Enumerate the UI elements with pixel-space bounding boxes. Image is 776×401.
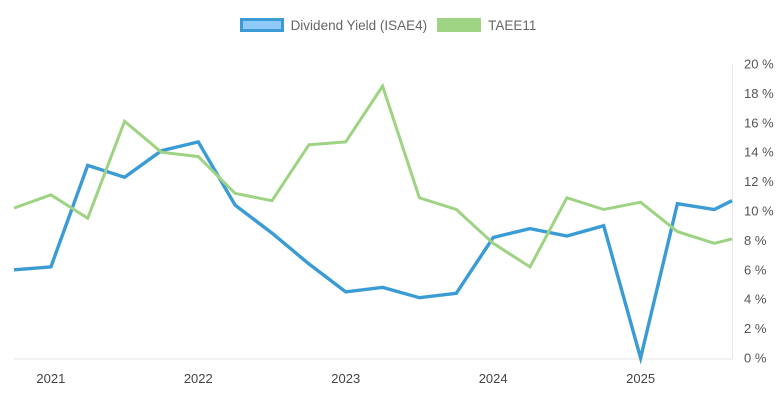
legend-swatch-dividend-yield [239,18,284,32]
y-tick-label: 12 % [744,174,774,189]
y-tick-label: 2 % [744,321,767,336]
y-tick-label: 10 % [744,204,774,219]
y-tick-label: 20 % [744,57,774,72]
x-tick-label: 2022 [184,371,213,386]
y-tick-label: 8 % [744,233,767,248]
series-line-dividend-yield [13,139,733,365]
legend-item-dividend-yield[interactable]: Dividend Yield (ISAE4) [239,17,428,33]
legend-label-taee11: TAEE11 [488,17,537,33]
x-tick-label: 2025 [626,371,655,386]
legend-item-taee11[interactable]: TAEE11 [437,18,536,33]
y-tick-label: 6 % [744,262,767,277]
y-tick-label: 4 % [744,292,767,307]
x-tick-label: 2023 [331,371,360,386]
series-line-taee11 [13,82,733,270]
legend: Dividend Yield (ISAE4) TAEE11 [0,13,776,37]
y-tick-label: 18 % [744,86,774,101]
y-tick-label: 0 % [744,351,767,366]
y-tick-label: 16 % [744,115,774,130]
legend-swatch-taee11 [437,18,482,32]
y-tick-label: 14 % [744,145,774,160]
x-tick-label: 2024 [479,371,508,386]
x-tick-label: 2021 [36,371,65,386]
legend-label-dividend-yield: Dividend Yield (ISAE4) [290,17,428,33]
